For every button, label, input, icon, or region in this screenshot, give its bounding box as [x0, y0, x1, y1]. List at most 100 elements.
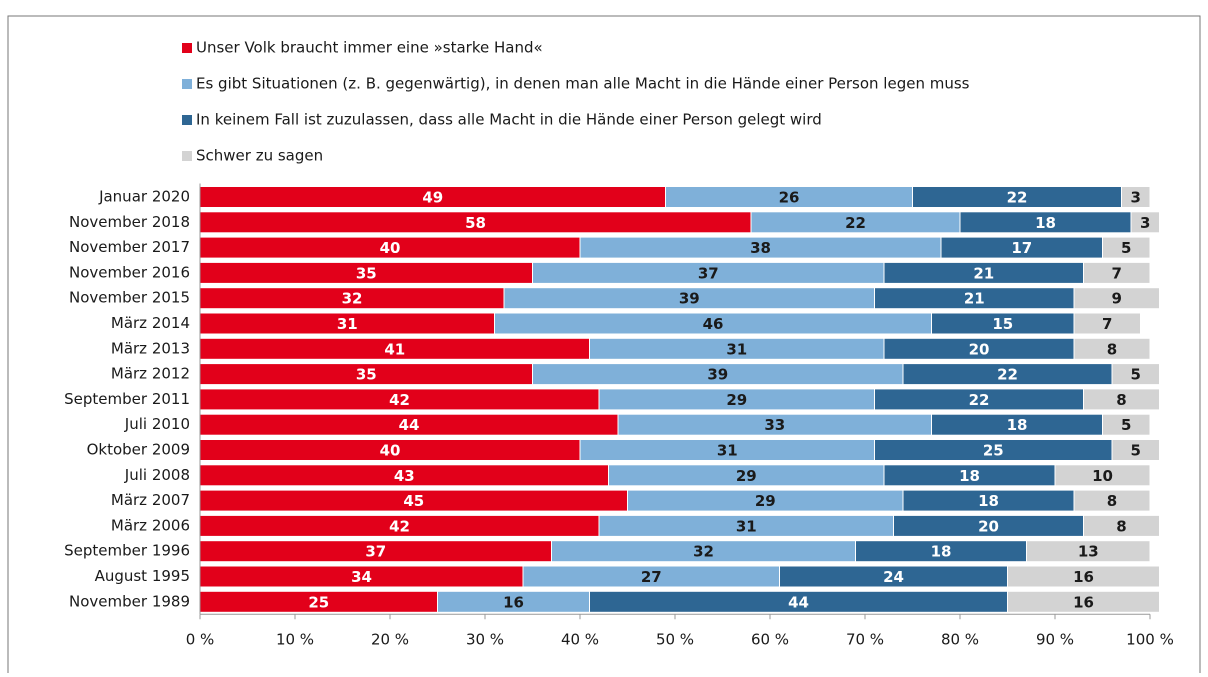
value-label: 29	[736, 467, 757, 485]
legend-swatch	[182, 151, 192, 161]
value-label: 31	[736, 517, 757, 535]
x-tick-label: 20 %	[371, 631, 409, 649]
value-label: 10	[1092, 467, 1113, 485]
value-label: 32	[342, 290, 363, 308]
y-tick-label: März 2006	[111, 516, 190, 534]
value-label: 29	[726, 391, 747, 409]
bar-segment	[1083, 514, 1160, 537]
value-label: 7	[1102, 315, 1112, 333]
value-label: 31	[726, 340, 747, 358]
value-label: 29	[755, 492, 776, 510]
legend-label: Schwer zu sagen	[196, 147, 323, 165]
y-tick-label: November 2016	[69, 263, 190, 281]
y-tick-label: März 2013	[111, 339, 190, 357]
y-tick-label: Oktober 2009	[87, 441, 190, 459]
bar-segment	[1102, 413, 1151, 436]
x-tick-label: 10 %	[276, 631, 314, 649]
y-tick-label: März 2007	[111, 491, 190, 509]
value-label: 44	[399, 416, 420, 434]
value-label: 35	[356, 366, 377, 384]
y-tick-label: September 1996	[64, 542, 190, 560]
bar-segment	[1073, 287, 1160, 310]
value-label: 41	[384, 340, 405, 358]
value-label: 5	[1131, 366, 1141, 384]
value-label: 5	[1121, 416, 1131, 434]
value-label: 40	[380, 442, 401, 460]
value-label: 16	[503, 593, 524, 611]
x-tick-label: 100 %	[1126, 631, 1174, 649]
value-label: 22	[969, 391, 990, 409]
value-label: 13	[1078, 543, 1099, 561]
bar-segment	[1083, 261, 1151, 284]
value-label: 15	[992, 315, 1013, 333]
value-label: 39	[707, 366, 728, 384]
value-label: 9	[1112, 290, 1122, 308]
chart-frame	[7, 15, 1201, 673]
value-label: 17	[1011, 239, 1032, 257]
legend-label: In keinem Fall ist zuzulassen, dass alle…	[196, 111, 822, 129]
value-label: 16	[1073, 568, 1094, 586]
y-tick-label: März 2012	[111, 365, 190, 383]
bar-segment	[1121, 186, 1151, 208]
value-label: 40	[380, 239, 401, 257]
y-tick-label: Januar 2020	[98, 188, 190, 206]
y-tick-label: November 2017	[69, 238, 190, 256]
value-label: 24	[883, 568, 904, 586]
x-tick-label: 50 %	[656, 631, 694, 649]
bar-segment	[1111, 363, 1160, 386]
value-label: 8	[1107, 492, 1117, 510]
value-label: 20	[969, 340, 990, 358]
bar-segment	[1130, 211, 1160, 234]
value-label: 42	[389, 517, 410, 535]
y-tick-label: Juli 2010	[124, 415, 190, 433]
x-tick-label: 40 %	[561, 631, 599, 649]
x-tick-label: 0 %	[186, 631, 215, 649]
bar-segment	[1111, 439, 1160, 461]
value-label: 21	[973, 264, 994, 282]
value-label: 25	[983, 442, 1004, 460]
legend-swatch	[182, 79, 192, 89]
value-label: 18	[959, 467, 980, 485]
bar-segment	[1083, 388, 1160, 411]
value-label: 7	[1112, 264, 1122, 282]
bar-segment	[1073, 489, 1151, 512]
value-label: 18	[1007, 416, 1028, 434]
value-label: 5	[1131, 442, 1141, 460]
value-label: 20	[978, 517, 999, 535]
value-label: 42	[389, 391, 410, 409]
value-label: 8	[1107, 340, 1117, 358]
bar-segment	[1026, 540, 1151, 563]
x-tick-label: 60 %	[751, 631, 789, 649]
x-tick-label: 90 %	[1036, 631, 1074, 649]
value-label: 22	[845, 214, 866, 232]
y-tick-label: August 1995	[95, 567, 190, 585]
value-label: 22	[1007, 189, 1028, 207]
value-label: 18	[931, 543, 952, 561]
value-label: 46	[703, 315, 724, 333]
bar-segment	[1054, 464, 1151, 487]
value-label: 58	[465, 214, 486, 232]
value-label: 37	[365, 543, 386, 561]
value-label: 26	[779, 189, 800, 207]
legend-label: Unser Volk braucht immer eine »starke Ha…	[196, 39, 543, 57]
value-label: 38	[750, 239, 771, 257]
value-label: 25	[308, 593, 329, 611]
value-label: 39	[679, 290, 700, 308]
value-label: 16	[1073, 593, 1094, 611]
value-label: 18	[978, 492, 999, 510]
value-label: 34	[351, 568, 372, 586]
legend-swatch	[182, 115, 192, 125]
value-label: 8	[1116, 391, 1126, 409]
value-label: 18	[1035, 214, 1056, 232]
value-label: 43	[394, 467, 415, 485]
value-label: 3	[1140, 214, 1150, 232]
legend-label: Es gibt Situationen (z. B. gegenwärtig),…	[196, 75, 970, 93]
bar-segment	[1073, 312, 1141, 335]
value-label: 45	[403, 492, 424, 510]
value-label: 22	[997, 366, 1018, 384]
y-tick-label: November 1989	[69, 592, 190, 610]
value-label: 27	[641, 568, 662, 586]
bar-segment	[1073, 337, 1151, 360]
value-label: 5	[1121, 239, 1131, 257]
